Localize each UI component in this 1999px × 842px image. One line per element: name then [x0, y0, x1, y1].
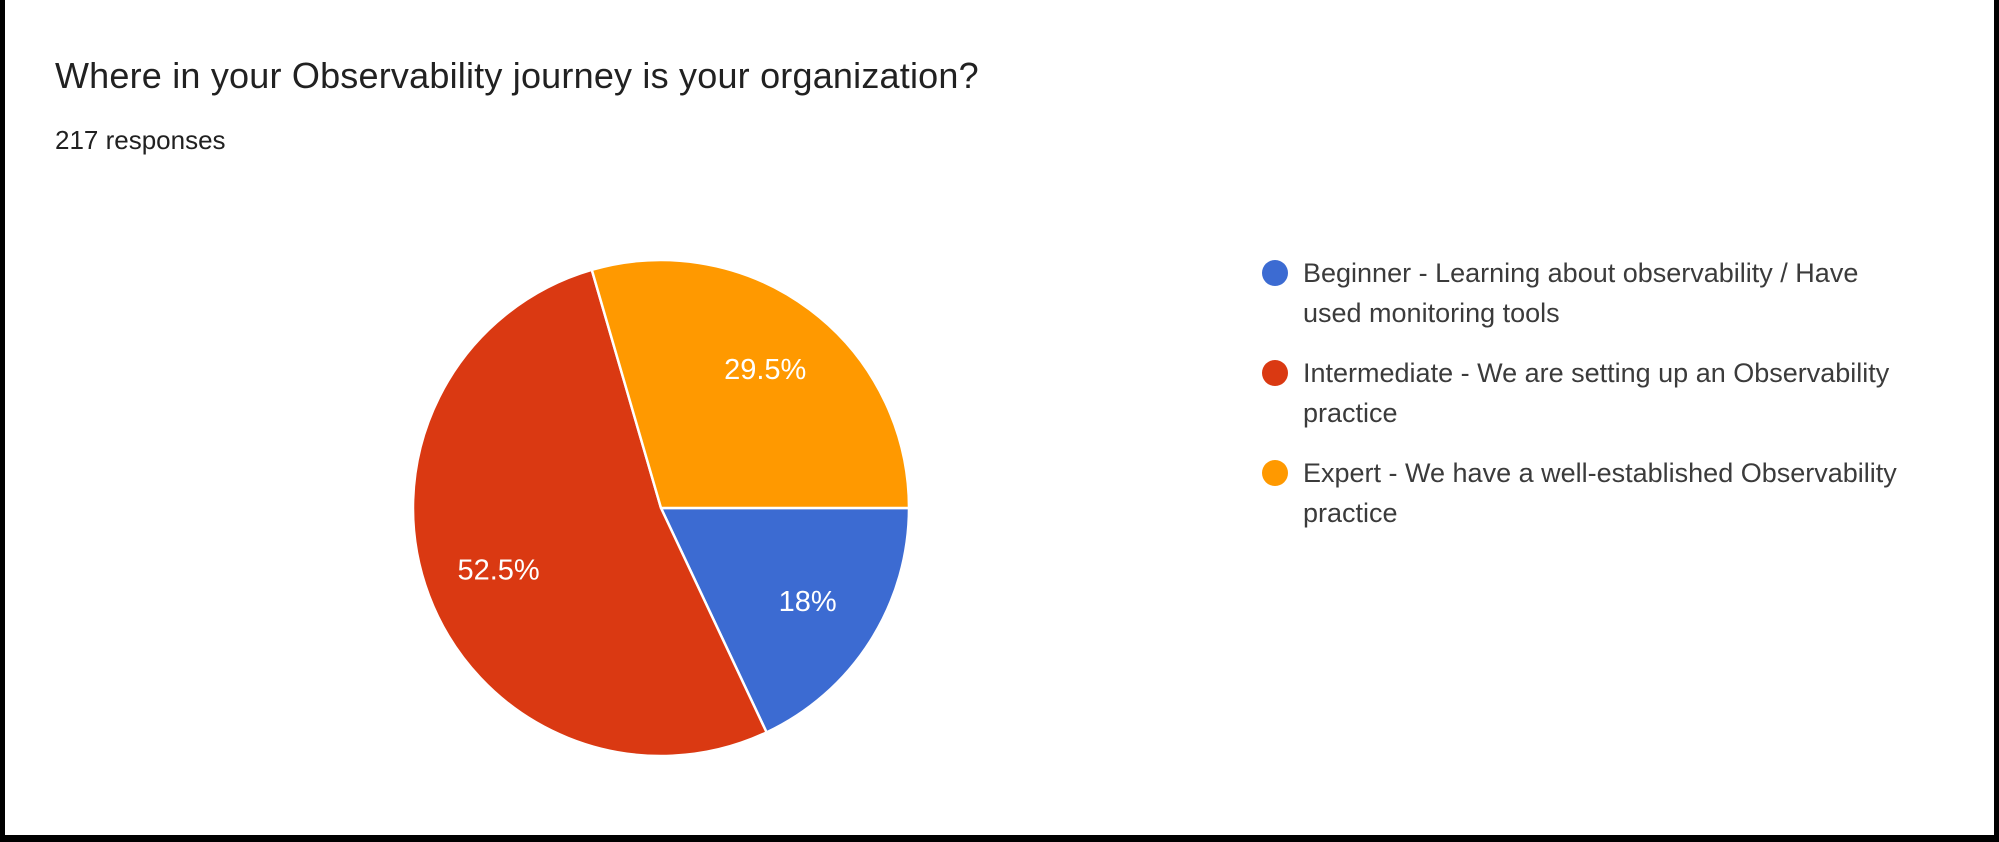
- legend-item-label: Beginner - Learning about observability …: [1303, 258, 1859, 328]
- legend-item: Beginner - Learning about observability …: [1262, 253, 1915, 333]
- pie-slice[interactable]: [411, 268, 768, 758]
- chart-title: Where in your Observability journey is y…: [55, 55, 979, 96]
- pie-chart: 18% 52.5% 29.5%: [411, 258, 911, 758]
- legend-item-label: Expert - We have a well-established Obse…: [1303, 458, 1897, 528]
- legend-item: Expert - We have a well-established Obse…: [1262, 453, 1915, 533]
- pie-slice-label: 18%: [779, 586, 837, 618]
- legend-item-label: Intermediate - We are setting up an Obse…: [1303, 358, 1890, 428]
- pie-slice[interactable]: [590, 258, 911, 510]
- legend-item: Intermediate - We are setting up an Obse…: [1262, 353, 1915, 433]
- pie-slice-label: 52.5%: [457, 554, 539, 586]
- legend-color-dot-icon: [1262, 460, 1288, 486]
- screen-edge-bottom: [0, 835, 1999, 842]
- legend-color-dot-icon: [1262, 360, 1288, 386]
- legend: Beginner - Learning about observability …: [1262, 253, 1915, 533]
- pie-slice[interactable]: [659, 506, 911, 734]
- pie-slice-label: 29.5%: [724, 354, 806, 386]
- responses-count: 217 responses: [55, 125, 226, 155]
- screen-edge-left: [0, 0, 5, 842]
- legend-color-dot-icon: [1262, 260, 1288, 286]
- screen-edge-right: [1994, 0, 1999, 842]
